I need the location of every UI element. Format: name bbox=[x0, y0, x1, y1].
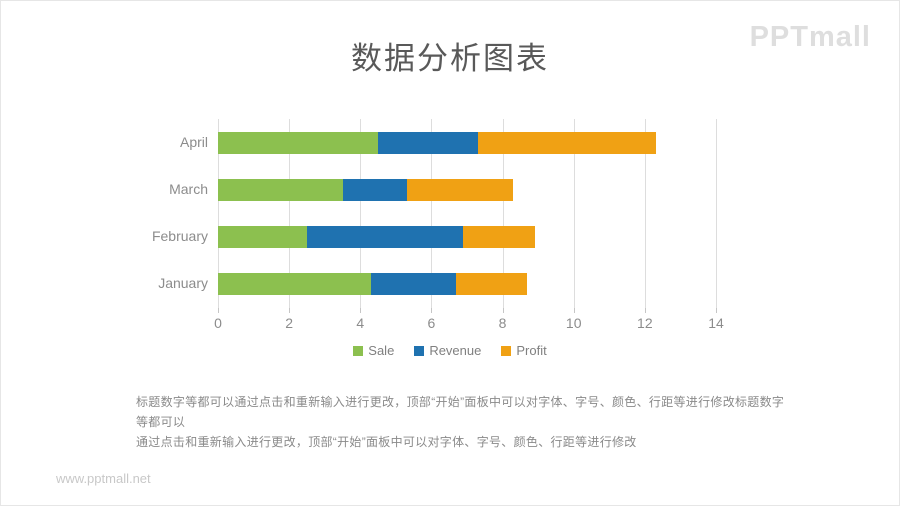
chart-legend: Sale Revenue Profit bbox=[1, 343, 899, 358]
description-line: 通过点击和重新输入进行更改，顶部“开始”面板中可以对字体、字号、颜色、行距等进行… bbox=[136, 435, 637, 449]
legend-label: Sale bbox=[368, 343, 395, 358]
x-axis-tick-label: 4 bbox=[356, 315, 365, 331]
axis-tick bbox=[716, 308, 717, 313]
gridline bbox=[502, 119, 504, 308]
bar-segment-sale bbox=[218, 226, 307, 249]
bar-segment-revenue bbox=[306, 226, 464, 249]
axis-tick bbox=[644, 308, 646, 313]
legend-label: Profit bbox=[516, 343, 547, 358]
bar-segment-profit bbox=[463, 226, 535, 249]
x-axis-tick-label: 2 bbox=[285, 315, 294, 331]
gridline bbox=[360, 119, 362, 308]
bar-segment-profit bbox=[456, 273, 528, 296]
x-axis-tick-label: 6 bbox=[427, 315, 436, 331]
bar-segment-sale bbox=[218, 178, 343, 201]
x-axis-tick-label: 12 bbox=[637, 315, 653, 331]
pptmall-logo: PPTmall bbox=[749, 21, 871, 53]
axis-tick bbox=[431, 308, 433, 313]
legend-item: Profit bbox=[501, 343, 547, 358]
x-axis-tick-label: 8 bbox=[498, 315, 507, 331]
x-axis-tick-label: 10 bbox=[565, 315, 582, 331]
page-title: 数据分析图表 bbox=[351, 41, 549, 76]
gridline bbox=[573, 119, 575, 308]
axis-tick bbox=[573, 308, 575, 313]
gridline bbox=[218, 119, 219, 308]
legend-swatch bbox=[353, 345, 364, 356]
x-axis-tick-label: 14 bbox=[708, 315, 724, 331]
x-axis-tick-label: 0 bbox=[214, 315, 222, 331]
category-label: January bbox=[158, 275, 208, 292]
bar-segment-sale bbox=[218, 273, 371, 296]
legend-label: Revenue bbox=[429, 343, 482, 358]
description-line: 标题数字等都可以通过点击和重新输入进行更改，顶部“开始”面板中可以对字体、字号、… bbox=[136, 395, 785, 429]
bar-segment-profit bbox=[406, 178, 514, 201]
axis-tick bbox=[218, 308, 219, 313]
bar-segment-revenue bbox=[342, 178, 407, 201]
gridline bbox=[431, 119, 433, 308]
axis-tick bbox=[502, 308, 504, 313]
legend-swatch bbox=[414, 345, 425, 356]
axis-tick bbox=[289, 308, 291, 313]
legend-swatch bbox=[501, 345, 512, 356]
category-label: February bbox=[151, 228, 208, 245]
bar-segment-revenue bbox=[370, 273, 457, 296]
bar-segment-sale bbox=[218, 131, 379, 154]
gridline bbox=[716, 119, 717, 308]
bar-segment-revenue bbox=[378, 131, 478, 154]
legend-item: Revenue bbox=[414, 343, 481, 358]
legend-item: Sale bbox=[353, 343, 394, 358]
gridline bbox=[644, 119, 646, 308]
footer-url: www.pptmall.net bbox=[56, 471, 151, 486]
category-label: April bbox=[179, 133, 208, 150]
bar-segment-profit bbox=[477, 131, 656, 154]
axis-tick bbox=[360, 308, 362, 313]
description-text: 标题数字等都可以通过点击和重新输入进行更改，顶部“开始”面板中可以对字体、字号、… bbox=[136, 392, 796, 452]
category-label: March bbox=[169, 180, 208, 197]
gridline bbox=[289, 119, 291, 308]
